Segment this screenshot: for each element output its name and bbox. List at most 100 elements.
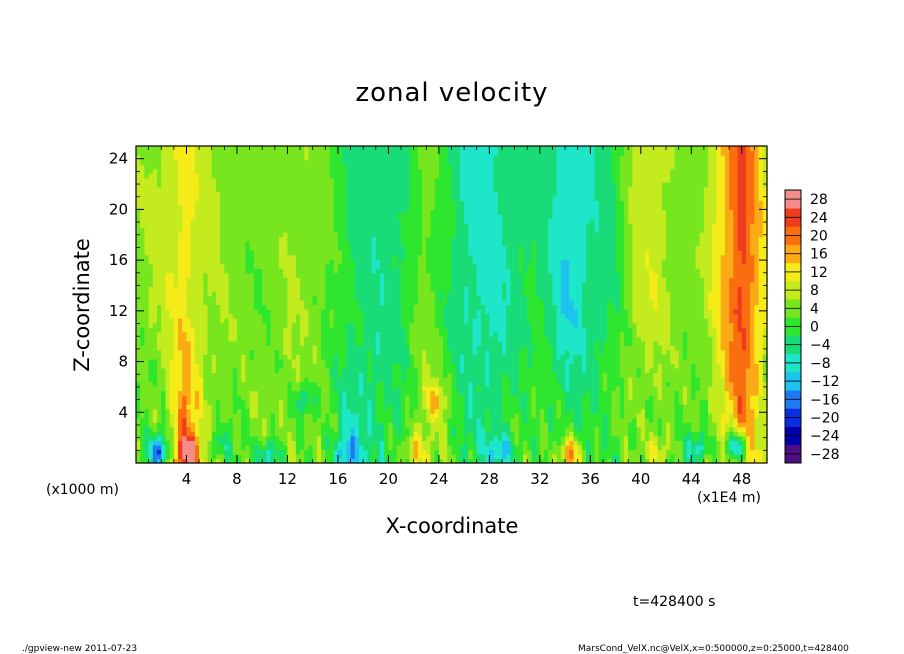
heatmap-cell [401,376,406,383]
heatmap-cell [413,295,419,301]
heatmap-cell [279,186,284,192]
heatmap-cell [136,204,141,210]
heatmap-cell [274,404,280,410]
heatmap-cell [363,349,368,355]
heatmap-cell [291,299,297,306]
heatmap-cell [274,395,280,401]
heatmap-cell [270,191,276,197]
heatmap-cell [316,259,322,265]
heatmap-cell [148,213,154,220]
heatmap-cell [417,173,423,179]
heatmap-cell [190,254,196,260]
heatmap-cell [249,281,255,287]
heatmap-cell [190,318,196,324]
heatmap-cell [401,331,406,337]
heatmap-cell [325,272,331,278]
heatmap-cell [430,227,436,233]
heatmap-cell [413,250,419,256]
heatmap-cell [186,191,192,197]
heatmap-cell [287,150,293,156]
heatmap-cell [329,155,335,161]
heatmap-cell [140,399,146,405]
heatmap-cell [199,417,204,423]
heatmap-cell [295,164,301,170]
heatmap-cell [363,254,368,260]
heatmap-cell [287,422,293,428]
heatmap-cell [224,232,230,238]
heatmap-cell [287,177,293,183]
heatmap-cell [325,381,331,387]
heatmap-cell [371,318,377,324]
heatmap-cell [295,372,301,378]
heatmap-cell [249,381,255,387]
heatmap-cell [304,277,310,283]
heatmap-cell [236,417,242,423]
heatmap-cell [337,345,343,351]
heatmap-cell [266,191,272,197]
heatmap-cell [363,318,368,324]
heatmap-cell [279,313,284,319]
heatmap-cell [161,327,167,333]
heatmap-cell [144,327,150,333]
heatmap-cell [354,376,360,383]
heatmap-cell [283,177,289,183]
heatmap-cell [220,286,225,292]
heatmap-cell [165,200,171,206]
heatmap-cell [182,250,188,256]
heatmap-cell [287,399,293,405]
heatmap-cell [392,336,398,342]
heatmap-cell [333,313,339,319]
heatmap-cell [178,363,183,369]
heatmap-cell [422,155,427,161]
heatmap-cell [136,435,141,441]
heatmap-cell [241,322,246,328]
heatmap-cell [257,426,263,432]
heatmap-cell [270,444,276,451]
heatmap-cell [354,168,360,174]
heatmap-cell [161,431,167,437]
heatmap-cell [405,218,411,224]
heatmap-cell [194,227,200,233]
heatmap-cell [346,168,352,174]
heatmap-cell [274,155,280,161]
heatmap-cell [253,381,259,387]
heatmap-cell [417,277,423,283]
heatmap-cell [405,327,411,333]
heatmap-cell [405,195,411,201]
heatmap-cell [375,376,381,383]
heatmap-cell [136,426,141,432]
heatmap-cell [396,227,402,233]
heatmap-cell [194,327,200,333]
heatmap-cell [413,241,419,247]
heatmap-cell [136,241,141,247]
heatmap-cell [304,440,310,446]
heatmap-cell [426,218,432,224]
heatmap-cell [405,263,411,269]
heatmap-cell [375,204,381,210]
heatmap-cell [194,241,200,247]
heatmap-cell [136,395,141,401]
heatmap-cell [283,440,289,446]
heatmap-cell [257,209,263,215]
heatmap-cell [148,363,154,369]
heatmap-cell [236,331,242,337]
heatmap-cell [375,281,381,287]
heatmap-cell [409,232,415,238]
heatmap-cell [249,372,255,378]
heatmap-cell [283,155,289,161]
heatmap-cell [236,336,242,342]
heatmap-cell [354,395,360,401]
heatmap-cell [354,159,360,165]
heatmap-cell [384,340,389,346]
heatmap-cell [148,245,154,251]
heatmap-cell [140,345,146,351]
heatmap-cell [199,431,204,437]
heatmap-cell [375,164,381,170]
heatmap-cell [173,200,179,206]
heatmap-cell [312,349,318,355]
heatmap-cell [321,327,326,333]
heatmap-cell [375,363,381,369]
heatmap-cell [253,268,259,274]
heatmap-cell [199,241,204,247]
heatmap-cell [346,177,352,183]
